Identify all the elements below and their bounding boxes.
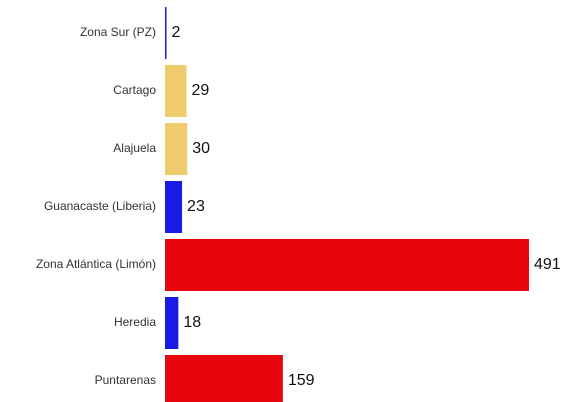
category-label: Heredia <box>114 315 156 329</box>
value-label: 2 <box>171 24 180 41</box>
category-label: Puntarenas <box>95 373 156 387</box>
value-label: 30 <box>192 140 210 157</box>
category-label: Alajuela <box>113 141 156 155</box>
category-label: Zona Atlántica (Limón) <box>36 257 156 271</box>
category-label: Guanacaste (Liberia) <box>44 199 156 213</box>
category-label: Zona Sur (PZ) <box>80 25 156 39</box>
bar <box>165 123 188 175</box>
value-label: 23 <box>187 198 205 215</box>
bar <box>165 7 167 59</box>
bar <box>165 297 179 349</box>
value-label: 491 <box>534 256 561 273</box>
bar <box>165 181 183 233</box>
value-label: 29 <box>191 82 209 99</box>
value-label: 18 <box>183 314 201 331</box>
bar <box>165 239 529 291</box>
bar <box>165 355 283 402</box>
category-label: Cartago <box>113 83 156 97</box>
value-label: 159 <box>288 372 315 389</box>
bar <box>165 65 187 117</box>
